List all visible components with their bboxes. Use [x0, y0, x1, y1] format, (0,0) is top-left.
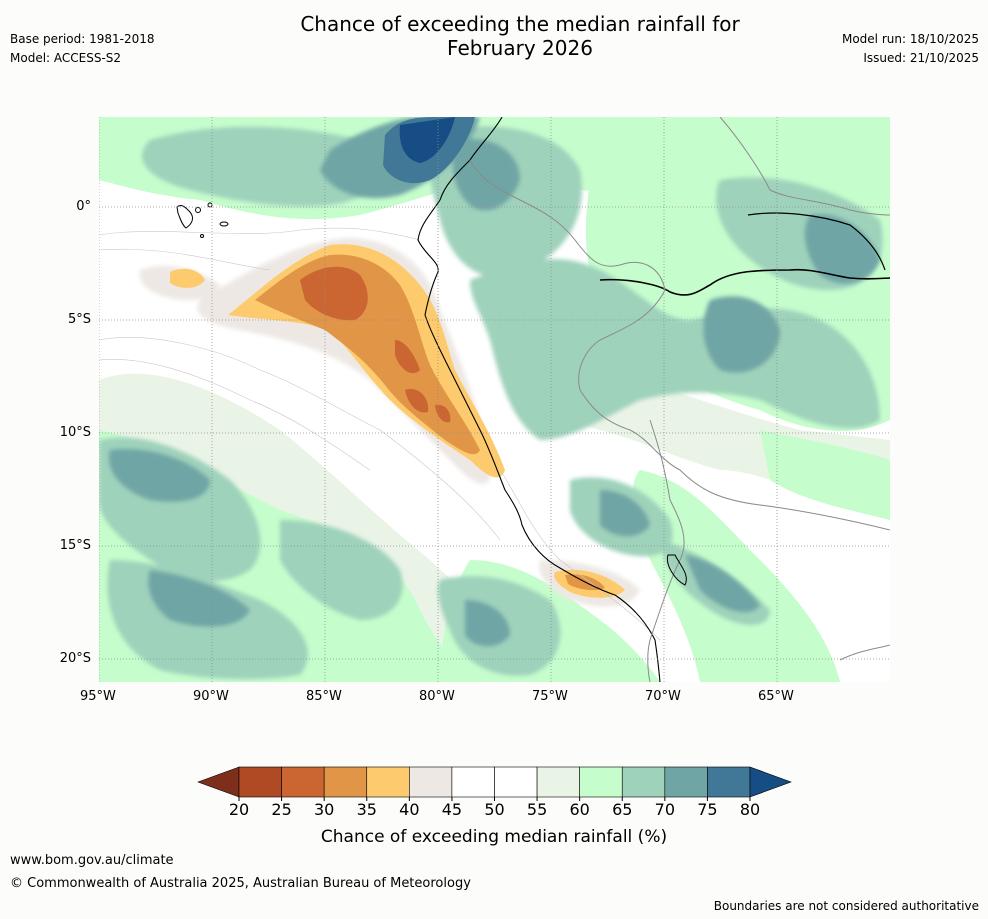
field-70-75 [109, 117, 880, 647]
lat-label: 0° [76, 199, 91, 215]
boundaries [417, 117, 890, 682]
lat-label: 15°S [59, 538, 91, 554]
model-run-label: Model run: 18/10/2025 [841, 32, 979, 46]
colorbar-tick-label: 25 [271, 800, 292, 819]
footer-copyright: © Commonwealth of Australia 2025, Austra… [10, 876, 471, 891]
map-plot-area [99, 117, 890, 682]
lon-label: 95°W [80, 689, 116, 704]
lake-titicaca [666, 554, 687, 586]
lon-label: 85°W [306, 689, 342, 704]
title-line-2: February 2026 [447, 36, 593, 60]
colorbar-cell [579, 766, 623, 798]
colorbar-cell [707, 766, 751, 798]
lat-label: 20°S [59, 651, 91, 667]
colorbar-cell [366, 766, 410, 798]
colorbar-cell [451, 766, 495, 798]
border-south [839, 644, 890, 661]
colorbar-tick-label: 80 [739, 800, 761, 819]
colorbar-tick-label: 20 [228, 800, 250, 819]
pacific-coastline [417, 117, 661, 682]
lon-label: 75°W [532, 689, 568, 704]
graticule [99, 117, 890, 682]
colorbar-tick-label: 35 [356, 800, 377, 819]
colorbar [197, 766, 792, 801]
colorbar-tick-label: 40 [399, 800, 420, 819]
colorbar-cell [664, 766, 708, 798]
rio-negro [747, 212, 886, 271]
colorbar-tick-label: 70 [654, 800, 675, 819]
colorbar-ticks [238, 797, 751, 801]
base-period-label: Base period: 1981-2018 [10, 32, 155, 46]
national-borders [469, 159, 890, 531]
colorbar-title: Chance of exceeding median rainfall (%) [320, 827, 668, 847]
model-label: Model: ACCESS-S2 [10, 51, 122, 65]
colorbar-cell [323, 766, 368, 798]
colorbar-cell [409, 766, 453, 798]
lon-label: 70°W [645, 689, 681, 704]
footer-disclaimer: Boundaries are not considered authoritat… [713, 899, 979, 913]
colorbar-tick-label: 50 [484, 800, 505, 819]
lon-label: 80°W [419, 689, 455, 704]
field-25-30 [300, 266, 451, 423]
lon-label: 90°W [193, 689, 229, 704]
lat-label: 10°S [59, 425, 91, 441]
colorbar-upper-extension [749, 766, 792, 798]
page-title: Chance of exceeding the median rainfall … [0, 12, 988, 60]
colorbar-cell [536, 766, 580, 798]
colorbar-tick-label: 30 [313, 800, 335, 819]
lat-label: 5°S [67, 312, 91, 328]
colorbar-tick-label: 45 [441, 800, 463, 819]
lon-label: 65°W [758, 689, 794, 704]
title-line-1: Chance of exceeding the median rainfall … [300, 12, 740, 36]
colorbar-tick-label: 60 [569, 800, 590, 819]
colorbar-cell [494, 766, 538, 798]
field-above-80 [399, 117, 455, 163]
footer-url[interactable]: www.bom.gov.au/climate [10, 853, 174, 868]
galapagos-islands [176, 202, 229, 238]
border-peru-bolivia [647, 419, 685, 682]
contour-lines [99, 227, 661, 641]
border-north [719, 117, 890, 216]
colorbar-tick-label: 75 [697, 800, 718, 819]
colorbar-cells [238, 766, 751, 798]
colorbar-cell [281, 766, 325, 798]
colorbar-tick-label: 55 [526, 800, 548, 819]
colorbar-lower-extension [197, 766, 240, 798]
colorbar-cell [238, 766, 282, 798]
colorbar-cell [621, 766, 666, 798]
colorbar-tick-label: 65 [612, 800, 633, 819]
issued-label: Issued: 21/10/2025 [863, 51, 979, 65]
